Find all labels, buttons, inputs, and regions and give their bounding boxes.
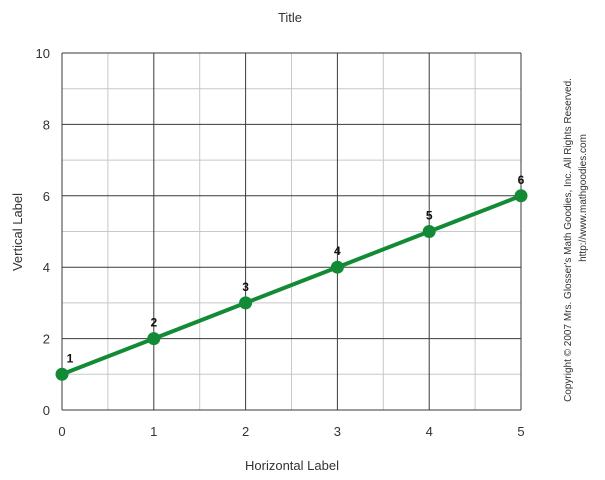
- x-tick-label: 1: [150, 424, 157, 439]
- data-point: [55, 367, 69, 381]
- data-point: [422, 225, 436, 238]
- data-label: 4: [334, 244, 341, 258]
- chart-title: Title: [278, 10, 302, 25]
- copyright-line-1: Copyright © 2007 Mrs. Glosser's Math Goo…: [563, 78, 574, 402]
- y-tick-label: 8: [43, 117, 50, 132]
- data-point: [147, 332, 161, 346]
- series-line: [61, 193, 522, 377]
- x-tick-label: 5: [517, 424, 524, 439]
- x-axis-ticks: 0 1 2 3 4 5: [58, 424, 524, 439]
- x-axis-title: Horizontal Label: [245, 458, 339, 473]
- data-label: 5: [426, 209, 433, 223]
- copyright-line-2: http://www.mathgoodies.com: [578, 134, 589, 262]
- y-axis-ticks: 0 2 4 6 8 10: [36, 46, 50, 418]
- data-label: 6: [518, 173, 525, 187]
- data-label: 3: [242, 280, 249, 294]
- y-tick-label: 10: [36, 46, 50, 61]
- data-label: 2: [150, 316, 157, 330]
- data-point: [514, 189, 528, 203]
- grid: [61, 52, 522, 411]
- y-tick-label: 4: [43, 260, 50, 275]
- x-tick-label: 0: [58, 424, 65, 439]
- y-tick-label: 2: [43, 332, 50, 347]
- x-tick-label: 2: [242, 424, 249, 439]
- copyright-notice: Copyright © 2007 Mrs. Glosser's Math Goo…: [563, 78, 589, 402]
- x-tick-label: 3: [334, 424, 341, 439]
- x-tick-label: 4: [426, 424, 433, 439]
- y-tick-label: 0: [43, 403, 50, 418]
- data-points: [55, 189, 528, 381]
- data-label: 1: [67, 351, 74, 365]
- data-point: [239, 296, 253, 310]
- data-labels: 1 2 3 4 5 6: [67, 173, 525, 365]
- y-axis-title: Vertical Label: [10, 193, 25, 271]
- y-tick-label: 6: [43, 189, 50, 204]
- series: [61, 193, 522, 377]
- data-point: [330, 260, 344, 274]
